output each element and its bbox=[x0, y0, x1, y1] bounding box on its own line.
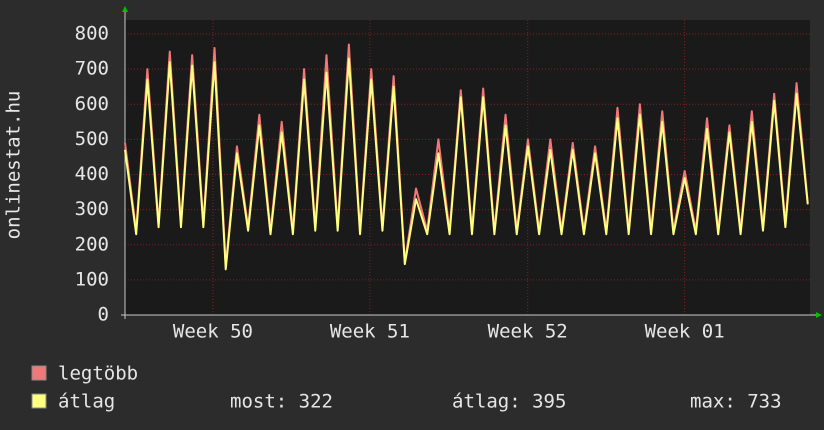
legend-stat: átlag: 395 bbox=[452, 391, 566, 413]
x-tick-label: Week 52 bbox=[488, 321, 568, 343]
y-tick-label: 100 bbox=[75, 268, 109, 290]
legend-stat: most: 322 bbox=[230, 391, 333, 413]
legend-label: átlag bbox=[58, 391, 115, 413]
series-line bbox=[124, 57, 809, 271]
x-tick-label: Week 50 bbox=[173, 321, 253, 343]
y-tick-label: 300 bbox=[75, 198, 109, 220]
y-tick-label: 400 bbox=[75, 163, 109, 185]
y-tick-label: 800 bbox=[75, 23, 109, 45]
y-tick-label: 600 bbox=[75, 93, 109, 115]
y-axis-label: onlinestat.hu bbox=[3, 91, 25, 240]
y-tick-label: 500 bbox=[75, 128, 109, 150]
legend-swatch bbox=[31, 365, 47, 381]
y-tick-label: 700 bbox=[75, 58, 109, 80]
y-tick-label: 200 bbox=[75, 233, 109, 255]
axis-arrow bbox=[122, 6, 128, 12]
y-tick-label: 0 bbox=[98, 304, 109, 326]
legend-swatch bbox=[31, 393, 47, 409]
x-tick-label: Week 01 bbox=[645, 321, 725, 343]
legend-label: legtöbb bbox=[58, 363, 138, 385]
legend-stat: max: 733 bbox=[690, 391, 782, 413]
x-tick-label: Week 51 bbox=[330, 321, 410, 343]
axis-arrow bbox=[816, 312, 822, 318]
